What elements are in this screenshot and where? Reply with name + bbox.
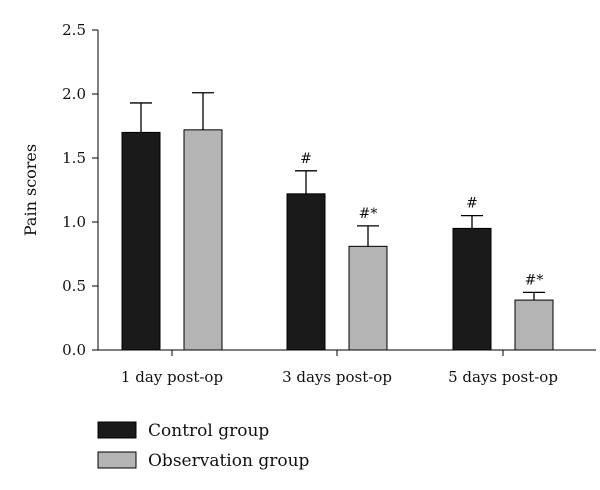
significance-marker: # [466,196,478,212]
bar-control [286,193,326,351]
legend-label: Control group [148,421,269,441]
bar-observation [514,299,554,351]
x-tick-label: 5 days post-op [448,368,558,386]
y-tick-label: 1.0 [62,213,86,231]
x-tick-label: 1 day post-op [121,368,223,386]
bar-observation [183,129,223,351]
legend-label: Observation group [148,451,310,471]
significance-marker: # [300,151,312,167]
significance-marker: #* [525,272,544,288]
y-tick-label: 0.0 [62,341,86,359]
legend-swatch [97,451,137,469]
y-tick-label: 0.5 [62,277,86,295]
bar-control [452,227,492,351]
legend-swatch [97,421,137,439]
y-tick-label: 1.5 [62,149,86,167]
y-tick-label: 2.0 [62,85,86,103]
significance-marker: #* [359,206,378,222]
y-axis-label: Pain scores [21,144,40,236]
bar-observation [348,245,388,351]
plot-area: 0.0 0.5 1.0 1.5 2.0 2.5 1 day post-op 3 days po… [62,21,596,386]
x-tick-label: 3 days post-op [282,368,392,386]
bar-control [121,131,161,351]
legend: Control group Observation group [97,421,310,471]
y-tick-label: 2.5 [62,21,86,39]
